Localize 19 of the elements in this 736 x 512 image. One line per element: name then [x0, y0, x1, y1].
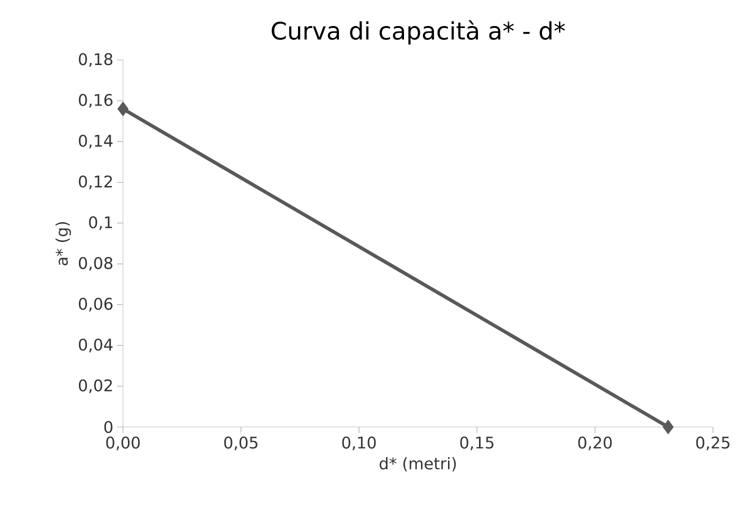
x-axis-title: d* (metri)	[380, 457, 456, 472]
y-tick-label: 0,06	[78, 298, 112, 312]
x-tick-label: 0,15	[460, 436, 494, 450]
x-tick-label: 0,10	[342, 436, 376, 450]
y-tick-label: 0,1	[89, 216, 112, 230]
x-tick-label: 0,20	[578, 436, 612, 450]
y-tick-label: 0,02	[78, 379, 112, 394]
chart-title: Curva di capacità a* - d*	[272, 20, 565, 44]
y-tick-label: 0,04	[78, 338, 113, 352]
y-tick-label: 0,16	[78, 94, 112, 108]
x-tick-label: 0,05	[224, 436, 258, 450]
y-tick-label: 0,12	[78, 175, 112, 190]
x-tick-label: 0,25	[696, 436, 730, 450]
x-tick-label: 0,00	[106, 436, 140, 450]
y-tick-label: 0,08	[78, 257, 112, 271]
y-tick-label: 0	[104, 420, 112, 434]
y-axis-title: a* (g)	[56, 222, 71, 266]
y-tick-label: 0,18	[78, 53, 112, 67]
y-tick-label: 0,14	[78, 134, 113, 148]
